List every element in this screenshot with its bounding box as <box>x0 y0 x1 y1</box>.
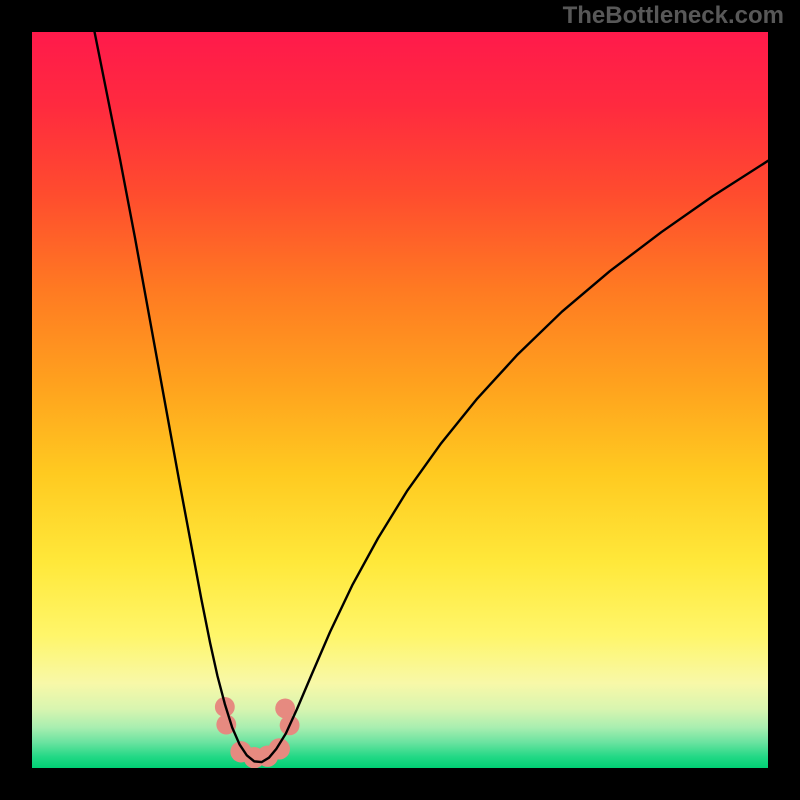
chart-svg <box>32 32 768 768</box>
valley-marker <box>269 738 290 759</box>
plot-area <box>32 32 768 768</box>
gradient-background <box>32 32 768 768</box>
watermark-text: TheBottleneck.com <box>563 2 784 30</box>
outer-frame: TheBottleneck.com <box>0 0 800 800</box>
valley-marker <box>275 698 295 718</box>
